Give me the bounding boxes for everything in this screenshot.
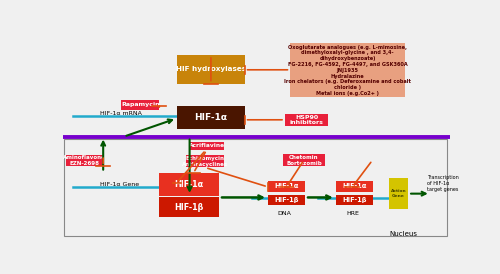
Text: Action
Gene: Action Gene	[390, 189, 406, 198]
Text: HIF-1β: HIF-1β	[342, 197, 366, 203]
FancyBboxPatch shape	[336, 181, 372, 192]
Text: Chetomin
Bortezomib: Chetomin Bortezomib	[286, 155, 322, 165]
FancyBboxPatch shape	[158, 198, 218, 218]
Text: HRE: HRE	[346, 212, 359, 216]
Text: Aminoflavone
EZN-2698: Aminoflavone EZN-2698	[63, 155, 106, 166]
Text: Nucleus: Nucleus	[389, 231, 417, 237]
FancyBboxPatch shape	[158, 173, 218, 196]
FancyBboxPatch shape	[282, 154, 325, 166]
Text: HIF-1α: HIF-1α	[194, 113, 228, 122]
Text: HIF-1α Gene: HIF-1α Gene	[100, 182, 140, 187]
FancyBboxPatch shape	[285, 114, 329, 126]
Text: HIF-1α: HIF-1α	[274, 184, 298, 190]
Text: HIF hydroxylases: HIF hydroxylases	[176, 66, 246, 72]
Text: HIF-1α: HIF-1α	[174, 180, 203, 189]
FancyBboxPatch shape	[389, 178, 408, 209]
FancyBboxPatch shape	[268, 181, 304, 192]
FancyBboxPatch shape	[290, 44, 405, 97]
Text: HIF-1β: HIF-1β	[274, 197, 298, 203]
FancyBboxPatch shape	[177, 106, 244, 129]
Text: HIF-1α mRNA: HIF-1α mRNA	[100, 111, 142, 116]
Text: HSP90
inhibitors: HSP90 inhibitors	[290, 115, 324, 125]
Text: HIF-1β: HIF-1β	[174, 203, 204, 212]
FancyBboxPatch shape	[177, 55, 244, 84]
Text: HIF-1α: HIF-1α	[342, 184, 366, 190]
Text: Transcription
of HIF-1α
target genes: Transcription of HIF-1α target genes	[427, 175, 458, 192]
FancyBboxPatch shape	[186, 155, 224, 167]
Text: Acriflavine: Acriflavine	[188, 143, 224, 148]
Text: Rapamycin: Rapamycin	[121, 102, 160, 107]
FancyBboxPatch shape	[336, 195, 372, 205]
FancyBboxPatch shape	[268, 195, 304, 205]
FancyBboxPatch shape	[122, 100, 160, 110]
Text: DNA: DNA	[277, 212, 291, 216]
Text: Oxoglutarate analogues (e.g. L-mimosine,
dimethyloxalyl-glycine , and 3,4-
dihyd: Oxoglutarate analogues (e.g. L-mimosine,…	[284, 45, 411, 96]
FancyBboxPatch shape	[66, 155, 104, 166]
Text: Echinomycin
Anthracyclines: Echinomycin Anthracyclines	[182, 156, 228, 167]
FancyBboxPatch shape	[190, 142, 224, 150]
